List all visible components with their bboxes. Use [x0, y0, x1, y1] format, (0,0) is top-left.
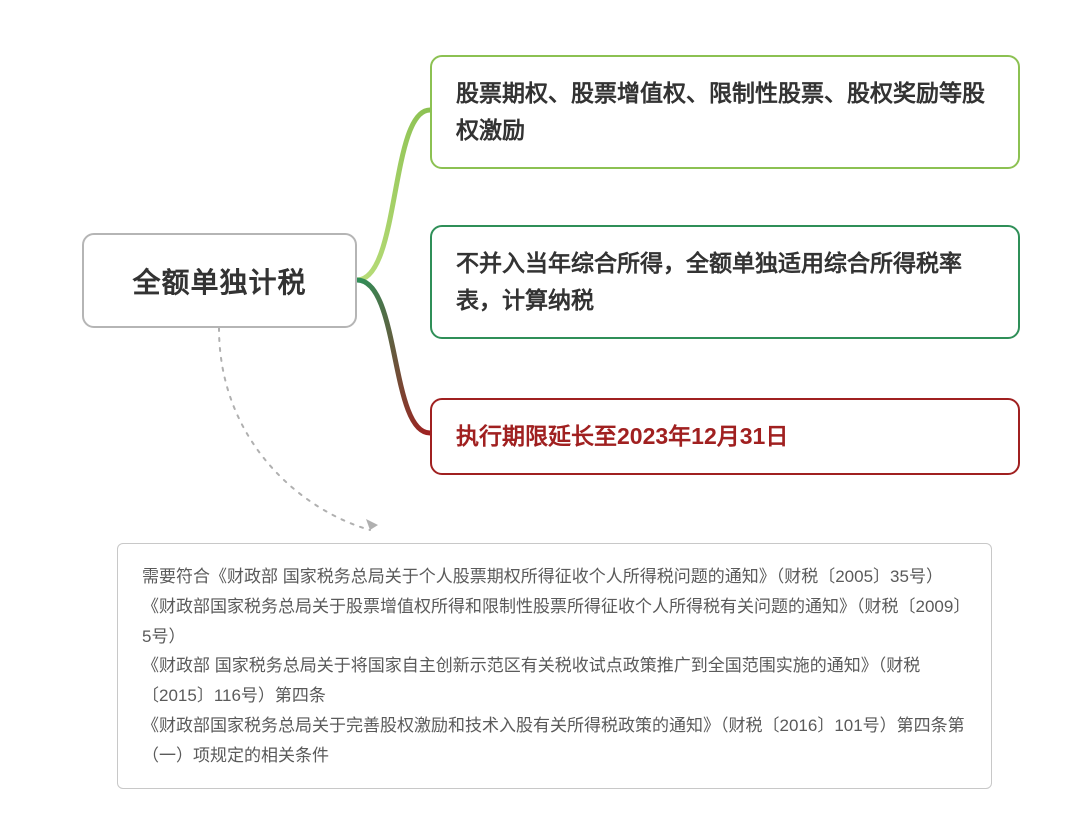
diagram-canvas: 全额单独计税 股票期权、股票增值权、限制性股票、股权奖励等股权激励 不并入当年综…: [0, 0, 1080, 834]
footer-line-2: 《财政部国家税务总局关于股票增值权所得和限制性股票所得征收个人所得税有关问题的通…: [142, 592, 967, 652]
footer-line-4: 《财政部国家税务总局关于完善股权激励和技术入股有关所得税政策的通知》（财税〔20…: [142, 711, 967, 771]
footer-arrowhead: [366, 519, 378, 530]
branch-node-3: 执行期限延长至2023年12月31日: [430, 398, 1020, 475]
branch-node-2: 不并入当年综合所得，全额单独适用综合所得税率表，计算纳税: [430, 225, 1020, 339]
root-node: 全额单独计税: [82, 233, 357, 328]
root-node-label: 全额单独计税: [132, 261, 306, 301]
branch-node-2-text: 不并入当年综合所得，全额单独适用综合所得税率表，计算纳税: [456, 245, 994, 319]
branch-node-3-text: 执行期限延长至2023年12月31日: [456, 418, 994, 455]
branch-node-1: 股票期权、股票增值权、限制性股票、股权奖励等股权激励: [430, 55, 1020, 169]
connector-root-to-footer: [219, 328, 370, 530]
footer-line-3: 《财政部 国家税务总局关于将国家自主创新示范区有关税收试点政策推广到全国范围实施…: [142, 651, 967, 711]
footer-line-1: 需要符合《财政部 国家税务总局关于个人股票期权所得征收个人所得税问题的通知》（财…: [142, 562, 967, 592]
footer-note: 需要符合《财政部 国家税务总局关于个人股票期权所得征收个人所得税问题的通知》（财…: [117, 543, 992, 789]
connector-root-to-b1: [357, 110, 430, 280]
connector-root-to-b3: [357, 280, 430, 433]
branch-node-1-text: 股票期权、股票增值权、限制性股票、股权奖励等股权激励: [456, 75, 994, 149]
